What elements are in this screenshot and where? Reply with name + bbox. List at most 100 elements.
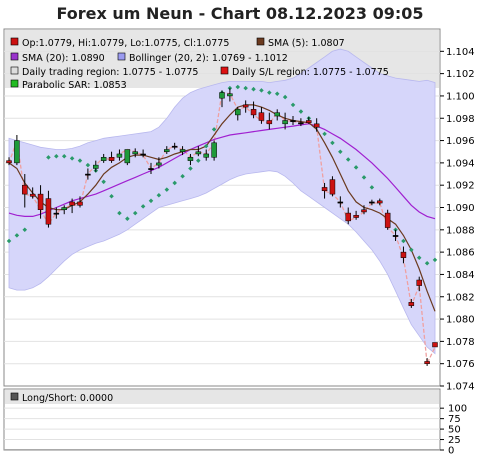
candle-body xyxy=(235,109,241,116)
candle-body xyxy=(266,120,273,125)
candle-body xyxy=(140,153,146,156)
candle-body xyxy=(61,207,67,210)
candle-body xyxy=(179,149,186,152)
legend-label-sma5: SMA (5): 1.0807 xyxy=(268,38,345,49)
legend-label-sl-region: Daily S/L region: 1.0775 - 1.0775 xyxy=(232,67,389,78)
candle-body xyxy=(45,198,52,225)
sar-dot xyxy=(46,155,51,160)
sar-dot xyxy=(338,149,343,154)
legend-swatch-bollinger xyxy=(117,52,126,61)
sar-dot xyxy=(140,204,146,209)
candle-body xyxy=(408,302,415,306)
sar-dot xyxy=(188,166,193,171)
y-tick-label: 1.084 xyxy=(446,270,475,281)
candle-body xyxy=(29,193,36,197)
candle-body xyxy=(400,251,407,258)
y-tick-label: 1.082 xyxy=(446,292,475,303)
sar-dot xyxy=(132,210,138,216)
candlesticks xyxy=(6,88,438,366)
sar-dot xyxy=(109,194,114,199)
legend-label-sar: Parabolic SAR: 1.0853 xyxy=(22,80,127,91)
y-tick-label: 1.088 xyxy=(446,225,475,236)
lower-legend-background xyxy=(5,390,439,404)
sar-dot xyxy=(409,247,414,253)
long-short-bar xyxy=(5,449,439,450)
sar-dot xyxy=(432,257,438,263)
candle-body xyxy=(37,193,44,210)
candle-body xyxy=(6,160,12,164)
lower-y-tick-label: 0 xyxy=(448,446,454,457)
candle-body xyxy=(93,164,99,169)
sar-dot xyxy=(196,158,201,163)
candle-body xyxy=(171,145,178,148)
candle-body xyxy=(313,123,320,128)
candle-body xyxy=(100,157,107,161)
y-tick-label: 1.090 xyxy=(446,203,475,214)
candle-body xyxy=(85,173,91,176)
y-tick-label: 1.086 xyxy=(446,248,475,259)
chart-title: Forex um Neun - Chart 08.12.2023 09:05 xyxy=(56,4,424,23)
sar-dot xyxy=(61,153,67,159)
candle-body xyxy=(258,112,265,121)
candle-body xyxy=(148,168,154,170)
sar-dot xyxy=(361,175,367,180)
candle-body xyxy=(108,157,115,161)
y-tick-label: 1.096 xyxy=(446,136,475,147)
legend-swatch-sl-region xyxy=(220,66,229,75)
candle-body xyxy=(156,162,162,166)
legend-swatch-ohlc xyxy=(10,37,19,46)
lower-y-tick-label: 100 xyxy=(448,404,467,415)
candle-body xyxy=(124,149,131,164)
legend-swatch-sma20 xyxy=(10,52,19,61)
candle-body xyxy=(242,104,249,108)
legend-swatch-trading-region xyxy=(10,66,19,75)
candle-body xyxy=(164,149,170,152)
sar-dot xyxy=(211,127,217,132)
legend-label-ohlc: Op:1.0779, Hi:1.0779, Lo:1.0775, Cl:1.07… xyxy=(22,38,229,49)
main-y-axis: 1.104 1.102 1.100 1.098 1.096 1.094 1.092 1.090… xyxy=(440,47,475,393)
candle-body xyxy=(274,112,280,117)
candle-body xyxy=(321,187,328,192)
candle-body xyxy=(377,200,383,204)
y-tick-label: 1.104 xyxy=(446,47,475,58)
legend-swatch-sma5 xyxy=(256,37,265,46)
candle-body xyxy=(77,201,83,206)
lower-y-tick-label: 75 xyxy=(448,414,461,425)
candle-body xyxy=(345,212,351,222)
candle-body xyxy=(22,184,28,195)
candle-body xyxy=(69,201,75,206)
y-tick-label: 1.078 xyxy=(446,337,475,348)
sar-dot xyxy=(401,238,406,244)
sar-dot xyxy=(180,173,185,179)
candle-body xyxy=(250,109,257,116)
y-tick-label: 1.102 xyxy=(446,69,475,80)
y-tick-label: 1.080 xyxy=(446,315,475,326)
sar-dot xyxy=(227,85,233,91)
bollinger-band xyxy=(8,48,436,355)
candle-body xyxy=(432,342,438,348)
sar-dot xyxy=(322,131,327,137)
candle-body xyxy=(116,153,123,158)
bollinger-band-area xyxy=(8,48,436,355)
legend-swatch-sar xyxy=(10,79,19,88)
lower-legend-label: Long/Short: 0.0000 xyxy=(22,393,113,404)
y-tick-label: 1.100 xyxy=(446,91,475,102)
candle-body xyxy=(353,215,359,218)
candle-body xyxy=(416,279,422,286)
y-tick-label: 1.094 xyxy=(446,158,475,169)
sar-dot xyxy=(125,216,130,221)
candle-body xyxy=(132,151,138,155)
candle-body xyxy=(306,120,312,123)
legend: Op:1.0779, Hi:1.0779, Lo:1.0775, Cl:1.07… xyxy=(10,37,389,91)
lower-y-tick-label: 25 xyxy=(448,435,461,446)
candle-body xyxy=(290,120,296,122)
candle-body xyxy=(53,212,60,215)
lower-y-tick-label: 50 xyxy=(448,425,461,436)
candle-body xyxy=(14,140,20,164)
y-tick-label: 1.076 xyxy=(446,359,475,370)
candle-body xyxy=(211,142,217,158)
candle-body xyxy=(219,92,225,99)
candle-body xyxy=(195,151,202,155)
sar-dot xyxy=(393,227,398,233)
